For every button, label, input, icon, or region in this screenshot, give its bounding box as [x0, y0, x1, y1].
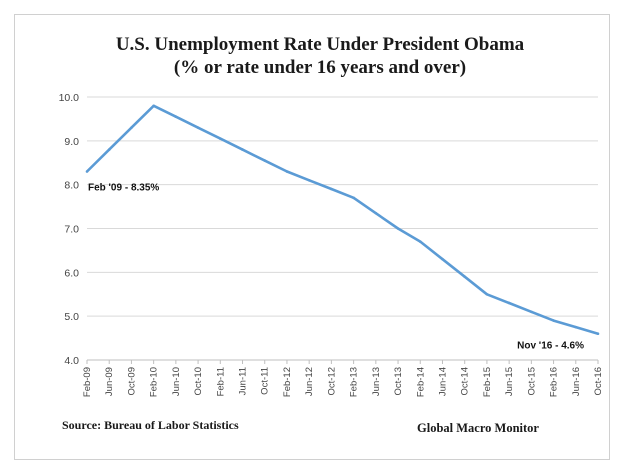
x-tick-label: Feb-13 — [349, 367, 360, 397]
data-point — [485, 292, 489, 296]
axes — [86, 359, 599, 364]
x-tick-label: Oct-13 — [393, 367, 404, 396]
x-tick-label: Jun-11 — [238, 367, 249, 395]
x-tick-label: Oct-16 — [593, 367, 604, 396]
data-point — [174, 115, 178, 119]
y-tick-label: 5.0 — [64, 311, 79, 323]
x-tick-label: Jun-13 — [371, 367, 382, 396]
data-point — [107, 148, 111, 151]
data-point — [574, 325, 578, 329]
x-tick-label: Feb-10 — [149, 367, 160, 397]
x-tick-label: Oct-11 — [260, 367, 271, 395]
y-tick-label: 7.0 — [64, 224, 79, 236]
data-point — [263, 159, 267, 162]
data-point — [130, 126, 133, 129]
x-tick-label: Jun-14 — [437, 367, 448, 396]
x-tick-label: Feb-15 — [482, 367, 493, 397]
x-tick-label: Oct-09 — [126, 367, 137, 396]
x-tick-label: Jun-09 — [104, 367, 115, 396]
data-point — [241, 148, 244, 151]
chart-title: U.S. Unemployment Rate Under President O… — [115, 34, 525, 55]
data-point — [374, 211, 378, 215]
y-tick-label: 9.0 — [64, 136, 79, 148]
brand-label: Global Macro Monitor — [417, 421, 539, 435]
data-point — [307, 178, 311, 182]
series-group — [85, 104, 600, 336]
x-tick-label: Feb-14 — [415, 367, 426, 397]
data-point — [441, 257, 444, 261]
annotations: Feb '09 - 8.35% Nov '16 - 4.6% — [88, 183, 584, 352]
data-point — [285, 170, 289, 173]
y-tick-labels: 4.0 5.0 6.0 7.0 8.0 9.0 10.0 — [59, 92, 80, 367]
x-tick-label: Feb-16 — [549, 367, 560, 397]
annotation-label: Feb '09 - 8.35% — [88, 183, 159, 194]
series-line — [86, 104, 599, 335]
x-tick-labels: Feb-09 Jun-09 Oct-09 Feb-10 Jun-10 Oct-10 Feb-… — [82, 367, 604, 397]
x-tick-label: Feb-11 — [215, 367, 226, 396]
data-point — [85, 170, 89, 173]
data-point — [463, 275, 466, 279]
data-point — [596, 332, 600, 336]
x-tick-label: Feb-12 — [282, 367, 293, 397]
data-point — [418, 240, 422, 243]
data-point — [507, 301, 511, 305]
y-tick-label: 8.0 — [64, 180, 79, 192]
data-point — [530, 310, 533, 314]
data-point — [152, 104, 155, 108]
y-tick-label: 6.0 — [64, 267, 79, 279]
x-tick-label: Jun-12 — [304, 367, 315, 396]
annotation-label: Nov '16 - 4.6% — [517, 341, 584, 352]
data-point — [352, 196, 355, 200]
x-tick-label: Jun-16 — [571, 367, 582, 396]
x-tick-label: Jun-15 — [504, 367, 515, 396]
x-tick-label: Jun-10 — [171, 367, 182, 396]
chart-subtitle: (% or rate under 16 years and over) — [173, 57, 467, 78]
source-note: Source: Bureau of Labor Statistics — [62, 418, 239, 432]
x-tick-label: Feb-09 — [82, 367, 93, 397]
y-tick-label: 10.0 — [59, 92, 80, 104]
data-point — [196, 126, 200, 129]
data-point — [396, 227, 400, 230]
x-tick-label: Oct-10 — [193, 367, 204, 396]
x-tick-label: Oct-15 — [526, 367, 537, 396]
x-tick-label: Oct-14 — [460, 367, 471, 396]
data-point — [330, 187, 333, 191]
grid-lines — [87, 96, 598, 317]
y-tick-label: 4.0 — [64, 355, 79, 367]
data-point — [219, 137, 222, 140]
x-tick-label: Oct-12 — [326, 367, 337, 396]
chart-frame — [14, 14, 610, 460]
data-point — [552, 319, 555, 322]
